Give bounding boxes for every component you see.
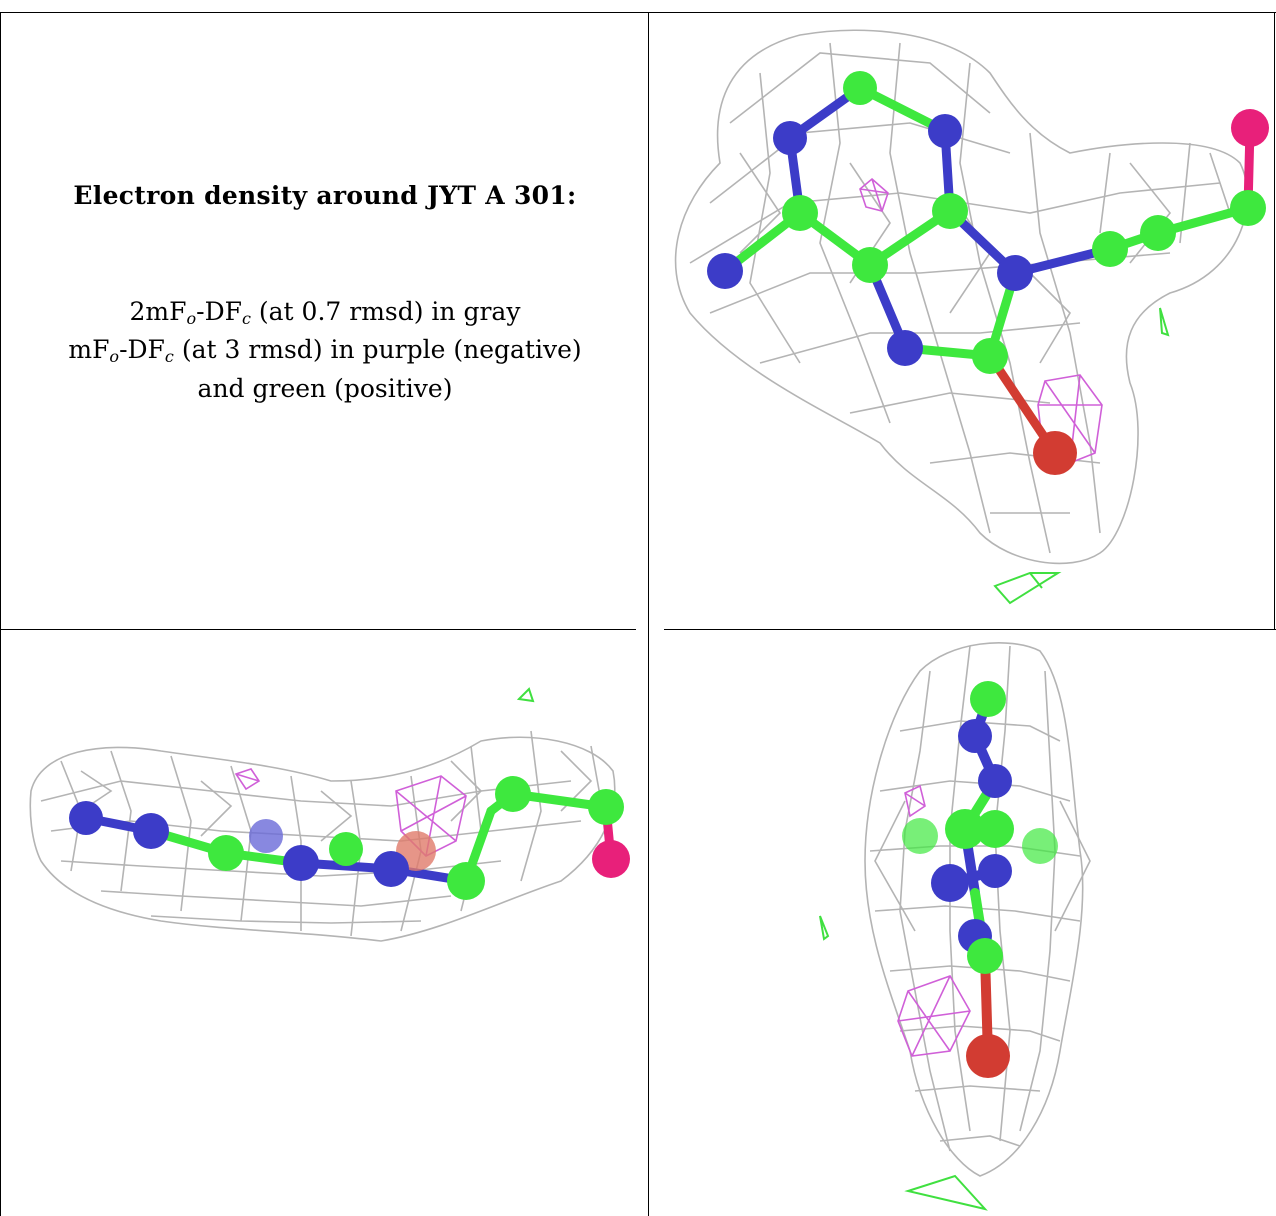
atom-carbon [932, 193, 968, 229]
caption-line-2fofc: 2mFo-DFc (at 0.7 rmsd) in gray [129, 297, 521, 328]
ligand-atoms [902, 681, 1058, 1078]
atom-carbon [1140, 215, 1176, 251]
atom-carbon [843, 71, 877, 105]
atom-carbon [976, 810, 1014, 848]
atom-carbon [1022, 828, 1058, 864]
atom-iodine [592, 840, 630, 878]
negative-density-mesh [859, 177, 1103, 464]
atom-nitrogen [978, 854, 1012, 888]
atom-carbon [902, 818, 938, 854]
atom-carbon [970, 681, 1006, 717]
atom-nitrogen [887, 330, 923, 366]
atom-nitrogen [928, 114, 962, 148]
negative-density-mesh [234, 768, 467, 857]
negative-density-mesh [897, 784, 971, 1057]
atom-nitrogen [978, 764, 1012, 798]
atom-carbon [782, 195, 818, 231]
caption-title: Electron density around JYT A 301: [73, 181, 577, 210]
atom-oxygen [1033, 431, 1077, 475]
gray-density-mesh [674, 29, 1249, 565]
density-panel-side-view [1, 631, 647, 1216]
atom-nitrogen [997, 255, 1033, 291]
gray-density-mesh [29, 730, 616, 942]
ligand-atoms [707, 71, 1269, 475]
atom-nitrogen [773, 121, 807, 155]
border-left [0, 12, 1, 1216]
positive-density-mesh [993, 307, 1170, 605]
atom-nitrogen [69, 801, 103, 835]
caption-line-colors: and green (positive) [197, 374, 453, 403]
caption-cell: Electron density around JYT A 301: 2mFo-… [1, 13, 649, 641]
positive-density-mesh [819, 915, 988, 1211]
border-center-right [664, 629, 1276, 630]
atom-carbon [495, 776, 531, 812]
atom-carbon [208, 835, 244, 871]
atom-nitrogen [707, 253, 743, 289]
atom-nitrogen [133, 813, 169, 849]
density-panel-end-view [650, 631, 1274, 1216]
atom-carbon [972, 338, 1008, 374]
atom-carbon [447, 862, 485, 900]
atom-oxygen [966, 1034, 1010, 1078]
atom-nitrogen [373, 851, 409, 887]
positive-density-mesh [516, 687, 535, 703]
atom-nitrogen [249, 819, 283, 853]
density-panel-top-view [650, 13, 1273, 628]
atom-carbon [329, 832, 363, 866]
atom-nitrogen [958, 719, 992, 753]
atom-carbon [967, 938, 1003, 974]
atom-iodine [1231, 109, 1269, 147]
border-center-left [0, 629, 636, 630]
atom-nitrogen [931, 864, 969, 902]
atom-carbon [588, 789, 624, 825]
atom-carbon [852, 247, 888, 283]
atom-carbon [945, 809, 985, 849]
atom-carbon [1230, 190, 1266, 226]
border-top [0, 12, 1276, 13]
ligand-atoms [69, 776, 630, 900]
atom-carbon [1092, 231, 1128, 267]
border-middle [648, 12, 649, 1216]
atom-nitrogen [283, 845, 319, 881]
border-right [1274, 12, 1275, 630]
caption-line-fofc: mFo-DFc (at 3 rmsd) in purple (negative) [68, 335, 582, 366]
